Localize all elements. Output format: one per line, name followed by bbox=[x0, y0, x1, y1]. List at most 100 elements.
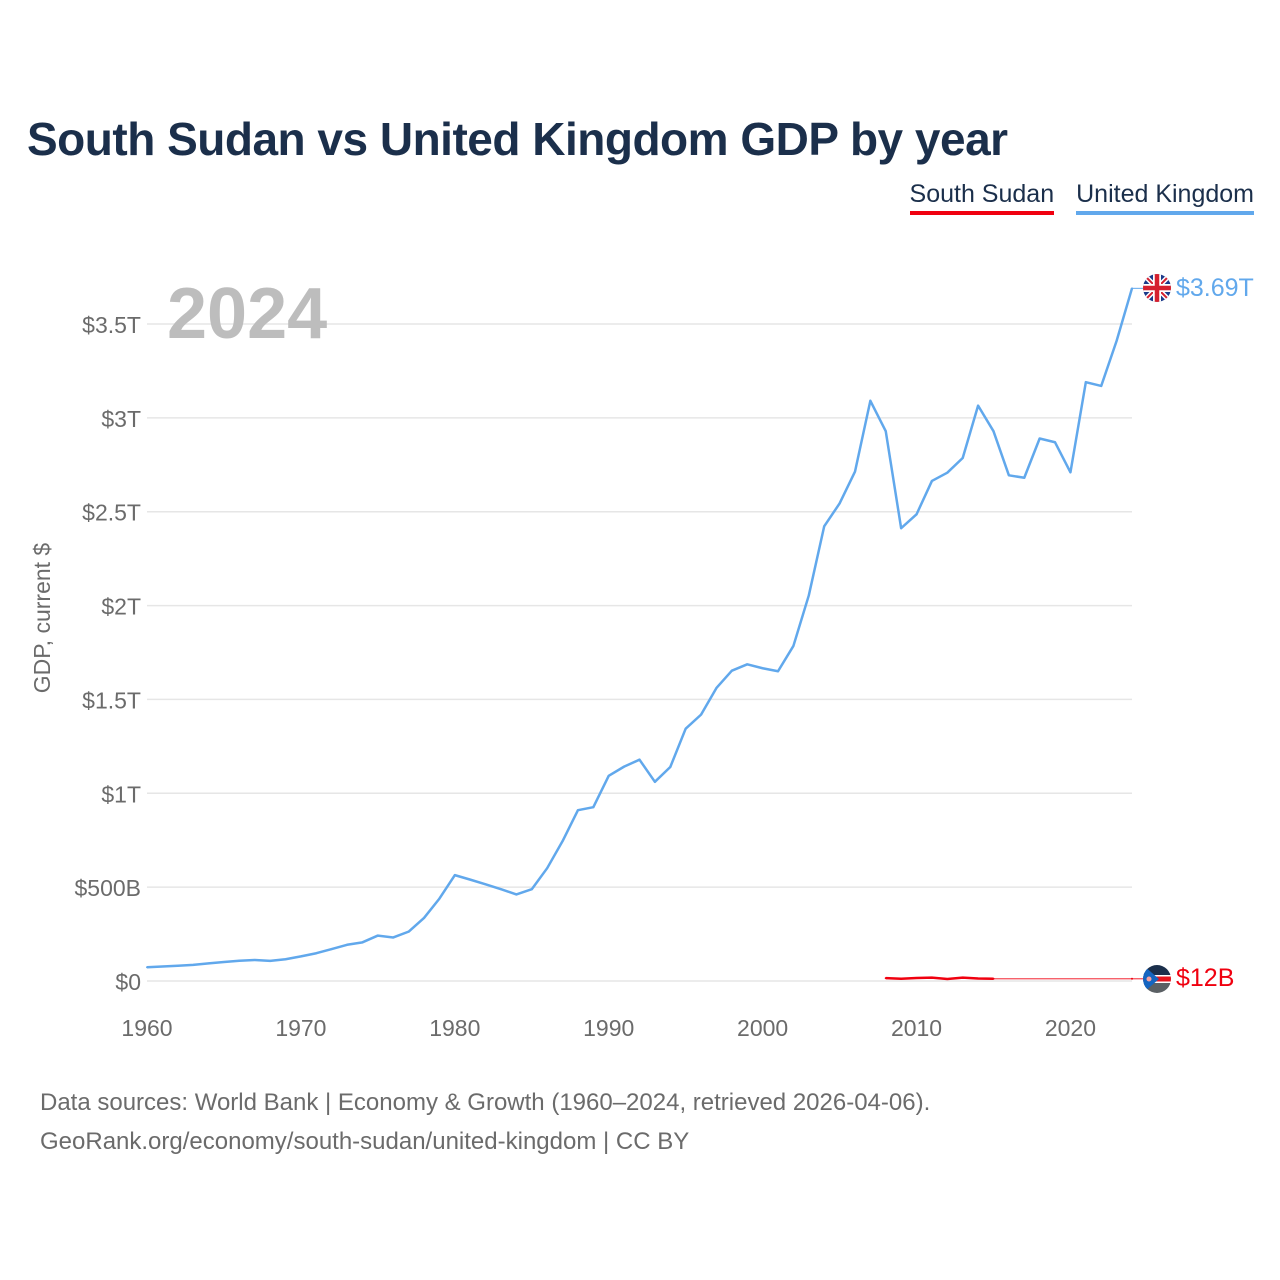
data-point-south-sudan bbox=[946, 978, 949, 981]
data-point-united-kingdom bbox=[592, 806, 595, 809]
data-point-united-kingdom bbox=[576, 809, 579, 812]
data-point-united-kingdom bbox=[1131, 287, 1133, 290]
data-point-south-sudan bbox=[884, 977, 887, 980]
data-point-united-kingdom bbox=[361, 941, 364, 944]
data-point-united-kingdom bbox=[946, 471, 949, 474]
y-tick-label: $500B bbox=[74, 875, 141, 901]
data-point-united-kingdom bbox=[207, 962, 210, 965]
data-point-south-sudan bbox=[915, 977, 918, 980]
y-tick-label: $1T bbox=[101, 781, 141, 807]
y-tick-label: $0 bbox=[115, 969, 141, 995]
year-watermark: 2024 bbox=[167, 274, 327, 354]
data-point-united-kingdom bbox=[376, 934, 379, 937]
data-point-united-kingdom bbox=[499, 888, 502, 891]
series-line-south-sudan bbox=[885, 976, 994, 981]
data-point-united-kingdom bbox=[546, 867, 549, 870]
data-point-united-kingdom bbox=[346, 943, 349, 946]
south-sudan-end-label: $12B bbox=[1176, 964, 1234, 992]
data-point-united-kingdom bbox=[715, 686, 718, 689]
data-point-united-kingdom bbox=[853, 470, 856, 473]
data-point-united-kingdom bbox=[407, 930, 410, 933]
data-point-united-kingdom bbox=[653, 780, 656, 783]
data-point-united-kingdom bbox=[684, 727, 687, 730]
uk-end-label: $3.69T bbox=[1176, 274, 1254, 302]
data-point-united-kingdom bbox=[915, 513, 918, 516]
data-point-united-kingdom bbox=[330, 948, 333, 951]
data-point-united-kingdom bbox=[192, 963, 195, 966]
data-point-united-kingdom bbox=[792, 644, 795, 647]
data-point-united-kingdom bbox=[638, 758, 641, 761]
data-point-south-sudan bbox=[1131, 977, 1133, 980]
y-tick-label: $1.5T bbox=[82, 687, 141, 713]
data-point-united-kingdom bbox=[900, 527, 903, 530]
data-point-united-kingdom bbox=[1069, 471, 1072, 474]
chart-title: South Sudan vs United Kingdom GDP by yea… bbox=[27, 113, 1008, 165]
south-sudan-flag-icon bbox=[1143, 965, 1171, 993]
y-tick-label: $3T bbox=[101, 406, 141, 432]
data-point-united-kingdom bbox=[1007, 474, 1010, 477]
data-point-united-kingdom bbox=[961, 457, 964, 460]
data-point-united-kingdom bbox=[561, 840, 564, 843]
legend: South Sudan United Kingdom bbox=[909, 180, 1254, 215]
data-point-united-kingdom bbox=[453, 874, 456, 877]
data-point-united-kingdom bbox=[823, 525, 826, 528]
data-point-united-kingdom bbox=[423, 916, 426, 919]
data-point-united-kingdom bbox=[161, 965, 164, 968]
data-point-south-sudan bbox=[977, 977, 980, 980]
data-point-united-kingdom bbox=[1054, 441, 1057, 444]
data-point-united-kingdom bbox=[669, 766, 672, 769]
data-point-united-kingdom bbox=[253, 958, 256, 961]
data-point-united-kingdom bbox=[700, 713, 703, 716]
x-tick-label: 2020 bbox=[1045, 1015, 1096, 1041]
data-point-united-kingdom bbox=[530, 888, 533, 891]
data-point-united-kingdom bbox=[1038, 437, 1041, 440]
uk-flag-icon bbox=[1143, 274, 1171, 302]
data-point-united-kingdom bbox=[869, 399, 872, 402]
data-point-united-kingdom bbox=[222, 961, 225, 964]
data-point-united-kingdom bbox=[299, 955, 302, 958]
data-point-united-kingdom bbox=[977, 404, 980, 407]
y-axis-label: GDP, current $ bbox=[29, 543, 55, 694]
data-point-united-kingdom bbox=[623, 765, 626, 768]
data-point-united-kingdom bbox=[730, 669, 733, 672]
x-tick-label: 2000 bbox=[737, 1015, 788, 1041]
y-tick-label: $3.5T bbox=[82, 312, 141, 338]
y-tick-label: $2T bbox=[101, 594, 141, 620]
data-point-united-kingdom bbox=[884, 430, 887, 433]
data-point-south-sudan bbox=[961, 976, 964, 979]
data-point-united-kingdom bbox=[607, 774, 610, 777]
data-point-united-kingdom bbox=[438, 897, 441, 900]
data-point-united-kingdom bbox=[238, 959, 241, 962]
data-point-united-kingdom bbox=[284, 958, 287, 961]
data-point-united-kingdom bbox=[269, 959, 272, 962]
legend-united-kingdom[interactable]: United Kingdom bbox=[1076, 180, 1254, 215]
data-point-united-kingdom bbox=[1115, 339, 1118, 342]
data-point-united-kingdom bbox=[838, 502, 841, 505]
x-tick-label: 2010 bbox=[891, 1015, 942, 1041]
data-point-south-sudan bbox=[930, 976, 933, 979]
data-point-united-kingdom bbox=[992, 430, 995, 433]
footer: Data sources: World Bank | Economy & Gro… bbox=[40, 1083, 930, 1161]
data-point-south-sudan bbox=[992, 977, 995, 980]
x-tick-label: 1960 bbox=[121, 1015, 172, 1041]
data-point-united-kingdom bbox=[1084, 381, 1087, 384]
data-point-united-kingdom bbox=[392, 936, 395, 939]
data-point-united-kingdom bbox=[1100, 384, 1103, 387]
data-point-united-kingdom bbox=[315, 952, 318, 955]
data-point-united-kingdom bbox=[807, 594, 810, 597]
data-point-united-kingdom bbox=[761, 667, 764, 670]
y-tick-label: $2.5T bbox=[82, 500, 141, 526]
data-point-united-kingdom bbox=[515, 893, 518, 896]
data-point-united-kingdom bbox=[484, 883, 487, 886]
source-link[interactable]: GeoRank.org/economy/south-sudan/united-k… bbox=[40, 1128, 690, 1155]
x-tick-label: 1990 bbox=[583, 1015, 634, 1041]
data-point-united-kingdom bbox=[146, 966, 148, 969]
data-point-united-kingdom bbox=[469, 878, 472, 881]
data-point-united-kingdom bbox=[777, 670, 780, 673]
x-tick-label: 1970 bbox=[275, 1015, 326, 1041]
series-line-united-kingdom bbox=[146, 287, 1134, 969]
data-point-united-kingdom bbox=[176, 964, 179, 967]
x-tick-label: 1980 bbox=[429, 1015, 480, 1041]
legend-south-sudan[interactable]: South Sudan bbox=[909, 180, 1055, 215]
